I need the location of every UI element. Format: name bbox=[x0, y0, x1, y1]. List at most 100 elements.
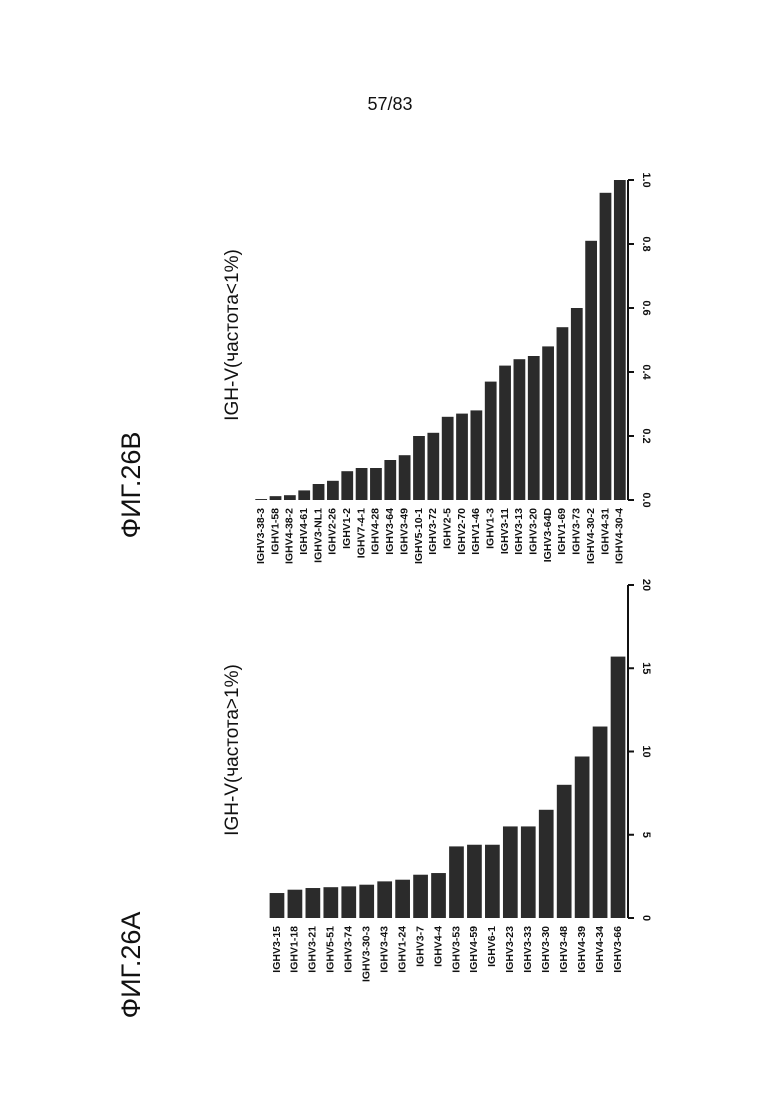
bar bbox=[313, 484, 325, 500]
bar bbox=[514, 359, 526, 500]
x-tick-label: IGHV1-69 bbox=[556, 508, 568, 555]
bar bbox=[298, 490, 310, 500]
x-tick-label: IGHV1-58 bbox=[269, 508, 281, 555]
bar bbox=[614, 180, 626, 500]
x-tick-label: IGHV2-5 bbox=[441, 508, 453, 549]
bar bbox=[575, 756, 590, 918]
bar bbox=[499, 366, 511, 500]
x-tick-label: IGHV3-21 bbox=[307, 926, 319, 973]
bar bbox=[341, 886, 356, 918]
y-tick-label: 0.4 bbox=[640, 364, 652, 380]
x-tick-label: IGHV3-30-3 bbox=[361, 926, 373, 982]
x-tick-label: IGHV4-30-2 bbox=[585, 508, 597, 564]
x-tick-label: IGHV7-4-1 bbox=[355, 508, 367, 558]
bar bbox=[611, 657, 626, 918]
x-tick-label: IGHV4-28 bbox=[370, 508, 382, 555]
bar bbox=[413, 875, 428, 918]
x-tick-label: IGHV4-31 bbox=[599, 508, 611, 555]
bar bbox=[431, 873, 446, 918]
x-tick-label: IGHV4-4 bbox=[432, 926, 444, 967]
bar bbox=[557, 327, 569, 500]
bar bbox=[485, 382, 497, 500]
bar bbox=[323, 887, 338, 918]
x-tick-label: IGHV4-59 bbox=[468, 926, 480, 973]
bar bbox=[467, 845, 482, 918]
x-tick-label: IGHV3-66 bbox=[612, 926, 624, 973]
bar bbox=[470, 410, 482, 500]
x-tick-label: IGHV3-15 bbox=[271, 926, 283, 973]
y-tick-label: 0.6 bbox=[640, 300, 652, 315]
bar bbox=[593, 727, 608, 918]
bar bbox=[395, 880, 410, 918]
y-tick-label: 1.0 bbox=[640, 172, 652, 187]
x-tick-label: IGHV1-3 bbox=[484, 508, 496, 549]
x-tick-label: IGHV6-1 bbox=[486, 926, 498, 967]
x-tick-label: IGHV3-64D bbox=[542, 508, 554, 563]
x-tick-label: IGHV4-30-4 bbox=[614, 508, 626, 564]
x-tick-label: IGHV3-11 bbox=[499, 508, 511, 554]
x-tick-label: IGHV3-20 bbox=[528, 508, 540, 555]
y-tick-label: 0.8 bbox=[640, 236, 652, 251]
bar bbox=[288, 890, 303, 918]
bar bbox=[585, 241, 597, 500]
y-tick-label: 5 bbox=[640, 832, 652, 838]
y-tick-label: 0 bbox=[640, 915, 652, 921]
bar bbox=[503, 826, 518, 918]
x-tick-label: IGHV3-33 bbox=[522, 926, 534, 973]
bar bbox=[600, 193, 612, 500]
x-tick-label: IGHV1-24 bbox=[396, 926, 408, 973]
bar bbox=[528, 356, 540, 500]
bar bbox=[327, 481, 339, 500]
bar bbox=[449, 846, 464, 918]
bar bbox=[427, 433, 439, 500]
bar bbox=[284, 495, 296, 500]
x-tick-label: IGHV3-72 bbox=[427, 508, 439, 555]
bar bbox=[557, 785, 572, 918]
y-tick-label: 15 bbox=[640, 662, 652, 674]
x-tick-label: IGHV5-51 bbox=[325, 926, 337, 973]
x-tick-label: IGHV3-23 bbox=[504, 926, 516, 973]
x-tick-label: IGHV3-74 bbox=[343, 926, 355, 973]
x-tick-label: IGHV3-64 bbox=[384, 508, 396, 555]
x-tick-label: IGHV4-34 bbox=[594, 926, 606, 973]
figure-label: ФИГ.26В bbox=[116, 432, 146, 539]
bar bbox=[485, 845, 500, 918]
bar bbox=[270, 893, 285, 918]
y-tick-label: 0.2 bbox=[640, 428, 652, 443]
bar bbox=[521, 826, 536, 918]
chart-title: IGH-V(частота<1%) bbox=[222, 249, 243, 421]
x-tick-label: IGHV3-48 bbox=[558, 926, 570, 973]
x-tick-label: IGHV3-49 bbox=[398, 508, 410, 555]
bar bbox=[456, 414, 468, 500]
figure-label: ФИГ.26А bbox=[116, 912, 146, 1019]
page-svg: 57/83 ФИГ.26АIGH-V(частота>1%)05101520IG… bbox=[0, 0, 780, 1103]
x-tick-label: IGHV4-39 bbox=[576, 926, 588, 973]
bar bbox=[384, 460, 396, 500]
bar bbox=[341, 471, 353, 500]
x-tick-label: IGHV3-13 bbox=[513, 508, 525, 555]
bar bbox=[359, 885, 374, 918]
bar bbox=[255, 499, 267, 500]
bar bbox=[370, 468, 382, 500]
bar bbox=[413, 436, 425, 500]
bar bbox=[377, 881, 392, 918]
page: {"page_number": "57/83", "chart_data": [… bbox=[0, 0, 780, 1103]
y-tick-label: 10 bbox=[640, 745, 652, 757]
bar bbox=[399, 455, 411, 500]
x-tick-label: IGHV3-73 bbox=[571, 508, 583, 555]
x-tick-label: IGHV3-38-3 bbox=[255, 508, 267, 564]
x-tick-label: IGHV3-53 bbox=[450, 926, 462, 973]
x-tick-label: IGHV4-61 bbox=[298, 508, 310, 555]
x-tick-label: IGHV1-46 bbox=[470, 508, 482, 555]
bar bbox=[270, 496, 282, 500]
x-tick-label: IGHV3-7 bbox=[414, 926, 426, 967]
chart-title: IGH-V(частота>1%) bbox=[222, 664, 243, 836]
y-tick-label: 0.0 bbox=[640, 492, 652, 507]
y-tick-label: 20 bbox=[640, 579, 652, 591]
x-tick-label: IGHV5-10-1 bbox=[413, 508, 425, 564]
x-tick-label: IGHV4-38-2 bbox=[284, 508, 296, 564]
x-tick-label: IGHV3-43 bbox=[378, 926, 390, 973]
x-tick-label: IGHV2-70 bbox=[456, 508, 468, 555]
bar bbox=[539, 810, 554, 918]
x-tick-label: IGHV1-18 bbox=[289, 926, 301, 973]
